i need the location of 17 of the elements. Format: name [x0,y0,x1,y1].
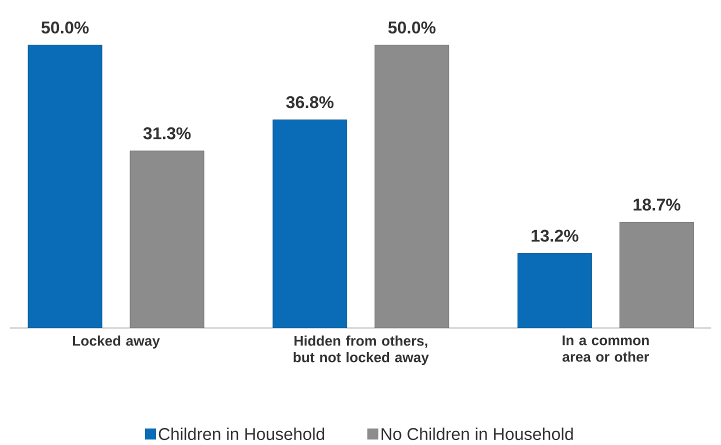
bar [620,222,694,328]
data-label: 31.3% [143,127,191,140]
bar [272,119,348,328]
bar [130,150,204,328]
legend-label: Children in Household [158,427,324,440]
bar [374,44,450,328]
data-label: 18.7% [634,198,680,210]
x-tick-label: In a common area or other [562,335,650,362]
data-label: 50.0% [388,21,436,34]
x-tick-label: Locked away [73,335,160,348]
bar [28,44,102,328]
legend-label: No Children in Household [382,427,573,440]
bar [518,252,592,328]
data-label: 36.8% [286,96,334,108]
x-tick-label: Hidden from others, but not locked away [294,335,429,365]
data-label: 50.0% [41,21,89,34]
data-label: 13.2% [532,230,578,242]
